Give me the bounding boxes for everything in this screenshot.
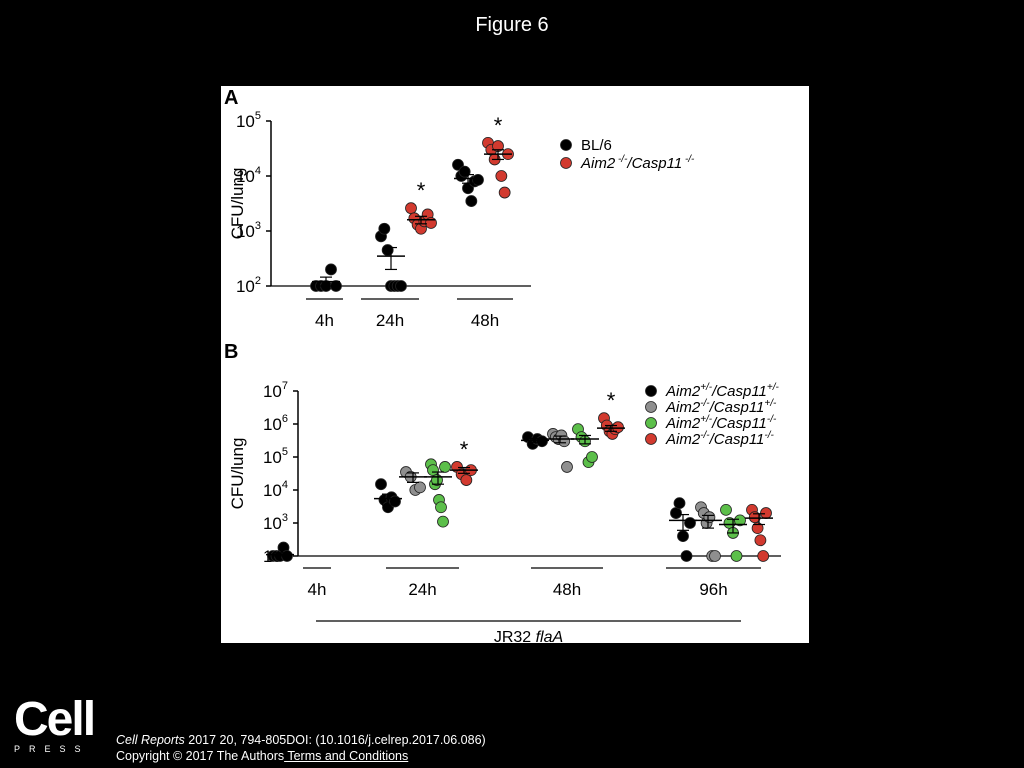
legend-marker [560, 157, 572, 169]
data-point [536, 435, 548, 448]
data-point [325, 263, 337, 276]
figure-panel: 102 103 104 105 CFU/lung 4h 24h 48h * * BL/6 Aim2 -… [221, 86, 809, 643]
legend-marker [645, 385, 657, 397]
data-point [748, 511, 761, 524]
series-aim2-casp11- [405, 136, 514, 235]
y-tick-label: 103 [263, 512, 288, 533]
data-point [395, 280, 407, 292]
series-aim2-casp11- [424, 423, 747, 562]
group-label: 48h [471, 311, 499, 330]
data-point [720, 503, 732, 516]
series-aim2-casp11- [266, 431, 697, 562]
data-point [375, 478, 387, 491]
cell-press-logo: Cell PRESS [14, 693, 96, 755]
significance-star: * [607, 388, 616, 413]
data-point [414, 481, 426, 494]
data-point [760, 507, 772, 519]
data-point [680, 550, 693, 562]
legend-marker [645, 433, 657, 445]
series-aim2-casp11- [399, 428, 722, 562]
significance-star: * [417, 178, 426, 203]
group-label: 24h [408, 580, 436, 599]
data-point [472, 173, 484, 186]
logo-press: PRESS [14, 744, 90, 754]
legend-label: Aim2-/-/Casp11+/- [665, 398, 777, 416]
legend-label: Aim2+/-/Casp11-/- [665, 414, 777, 432]
data-point [561, 461, 573, 473]
panel-label: A [224, 87, 238, 109]
y-tick-label: 104 [236, 165, 261, 186]
data-point [439, 461, 451, 473]
y-tick-label: 105 [236, 110, 261, 131]
data-point [435, 501, 447, 514]
logo-word: Cell [14, 693, 96, 746]
data-point [757, 550, 770, 562]
legend-label: Aim2-/-/Casp11-/- [665, 430, 775, 448]
legend-marker [645, 401, 657, 413]
terms-link[interactable]: Terms and Conditions [284, 749, 409, 763]
data-point [378, 222, 391, 235]
group-label: 48h [553, 580, 581, 599]
y-tick-label: 106 [263, 413, 288, 434]
citation-journal: Cell Reports [116, 733, 185, 747]
data-point [437, 515, 449, 528]
data-point [427, 464, 439, 477]
data-point [684, 517, 696, 529]
copyright-text: Copyright © 2017 The Authors [116, 749, 285, 763]
y-axis-label: CFU/lung [228, 168, 247, 240]
panel-label: B [224, 341, 238, 363]
group-label: 4h [308, 580, 327, 599]
x-axis-label: JR32 flaA [494, 629, 563, 643]
data-point [405, 202, 417, 215]
footer: Cell Reports 2017 20, 794-805DOI: (10.10… [116, 732, 486, 764]
legend-label: Aim2 -/-/Casp11 -/- [580, 154, 695, 172]
legend-marker [560, 139, 572, 151]
y-tick-label: 103 [236, 220, 261, 241]
y-tick-label: 104 [263, 479, 288, 500]
citation-line: Cell Reports 2017 20, 794-805DOI: (10.10… [116, 732, 486, 748]
data-point [734, 514, 746, 527]
series-aim2-casp11- [450, 412, 773, 562]
data-point [495, 170, 508, 182]
data-point [586, 451, 598, 463]
group-label: 96h [699, 580, 727, 599]
data-point [677, 530, 689, 543]
data-point [460, 474, 473, 486]
y-tick-label: 107 [263, 380, 288, 401]
group-label: 24h [376, 311, 404, 330]
data-point [612, 421, 624, 434]
data-point [673, 497, 686, 510]
legend-label: Aim2+/-/Casp11+/- [665, 382, 780, 400]
data-point [709, 550, 721, 562]
data-point [465, 195, 478, 207]
legend-marker [645, 417, 657, 429]
chart-panel-b: 102103104105106107CFU/lung4h24h48h96hJR3… [228, 380, 781, 643]
y-tick-label: 102 [236, 275, 261, 296]
significance-star: * [494, 113, 503, 138]
citation-details: 2017 20, 794-805DOI: (10.1016/j.celrep.2… [184, 733, 486, 747]
data-point [670, 507, 682, 519]
group-label: 4h [315, 311, 334, 330]
y-tick-label: 105 [263, 446, 288, 467]
data-point [498, 186, 511, 199]
significance-star: * [460, 437, 469, 462]
copyright-line: Copyright © 2017 The Authors Terms and C… [116, 748, 486, 764]
y-axis-label: CFU/lung [228, 438, 247, 510]
series-bl-6 [310, 158, 484, 292]
figure-title: Figure 6 [475, 14, 549, 36]
data-point [751, 522, 764, 535]
legend-label: BL/6 [581, 137, 612, 154]
data-point [730, 550, 743, 562]
data-point [754, 534, 767, 547]
